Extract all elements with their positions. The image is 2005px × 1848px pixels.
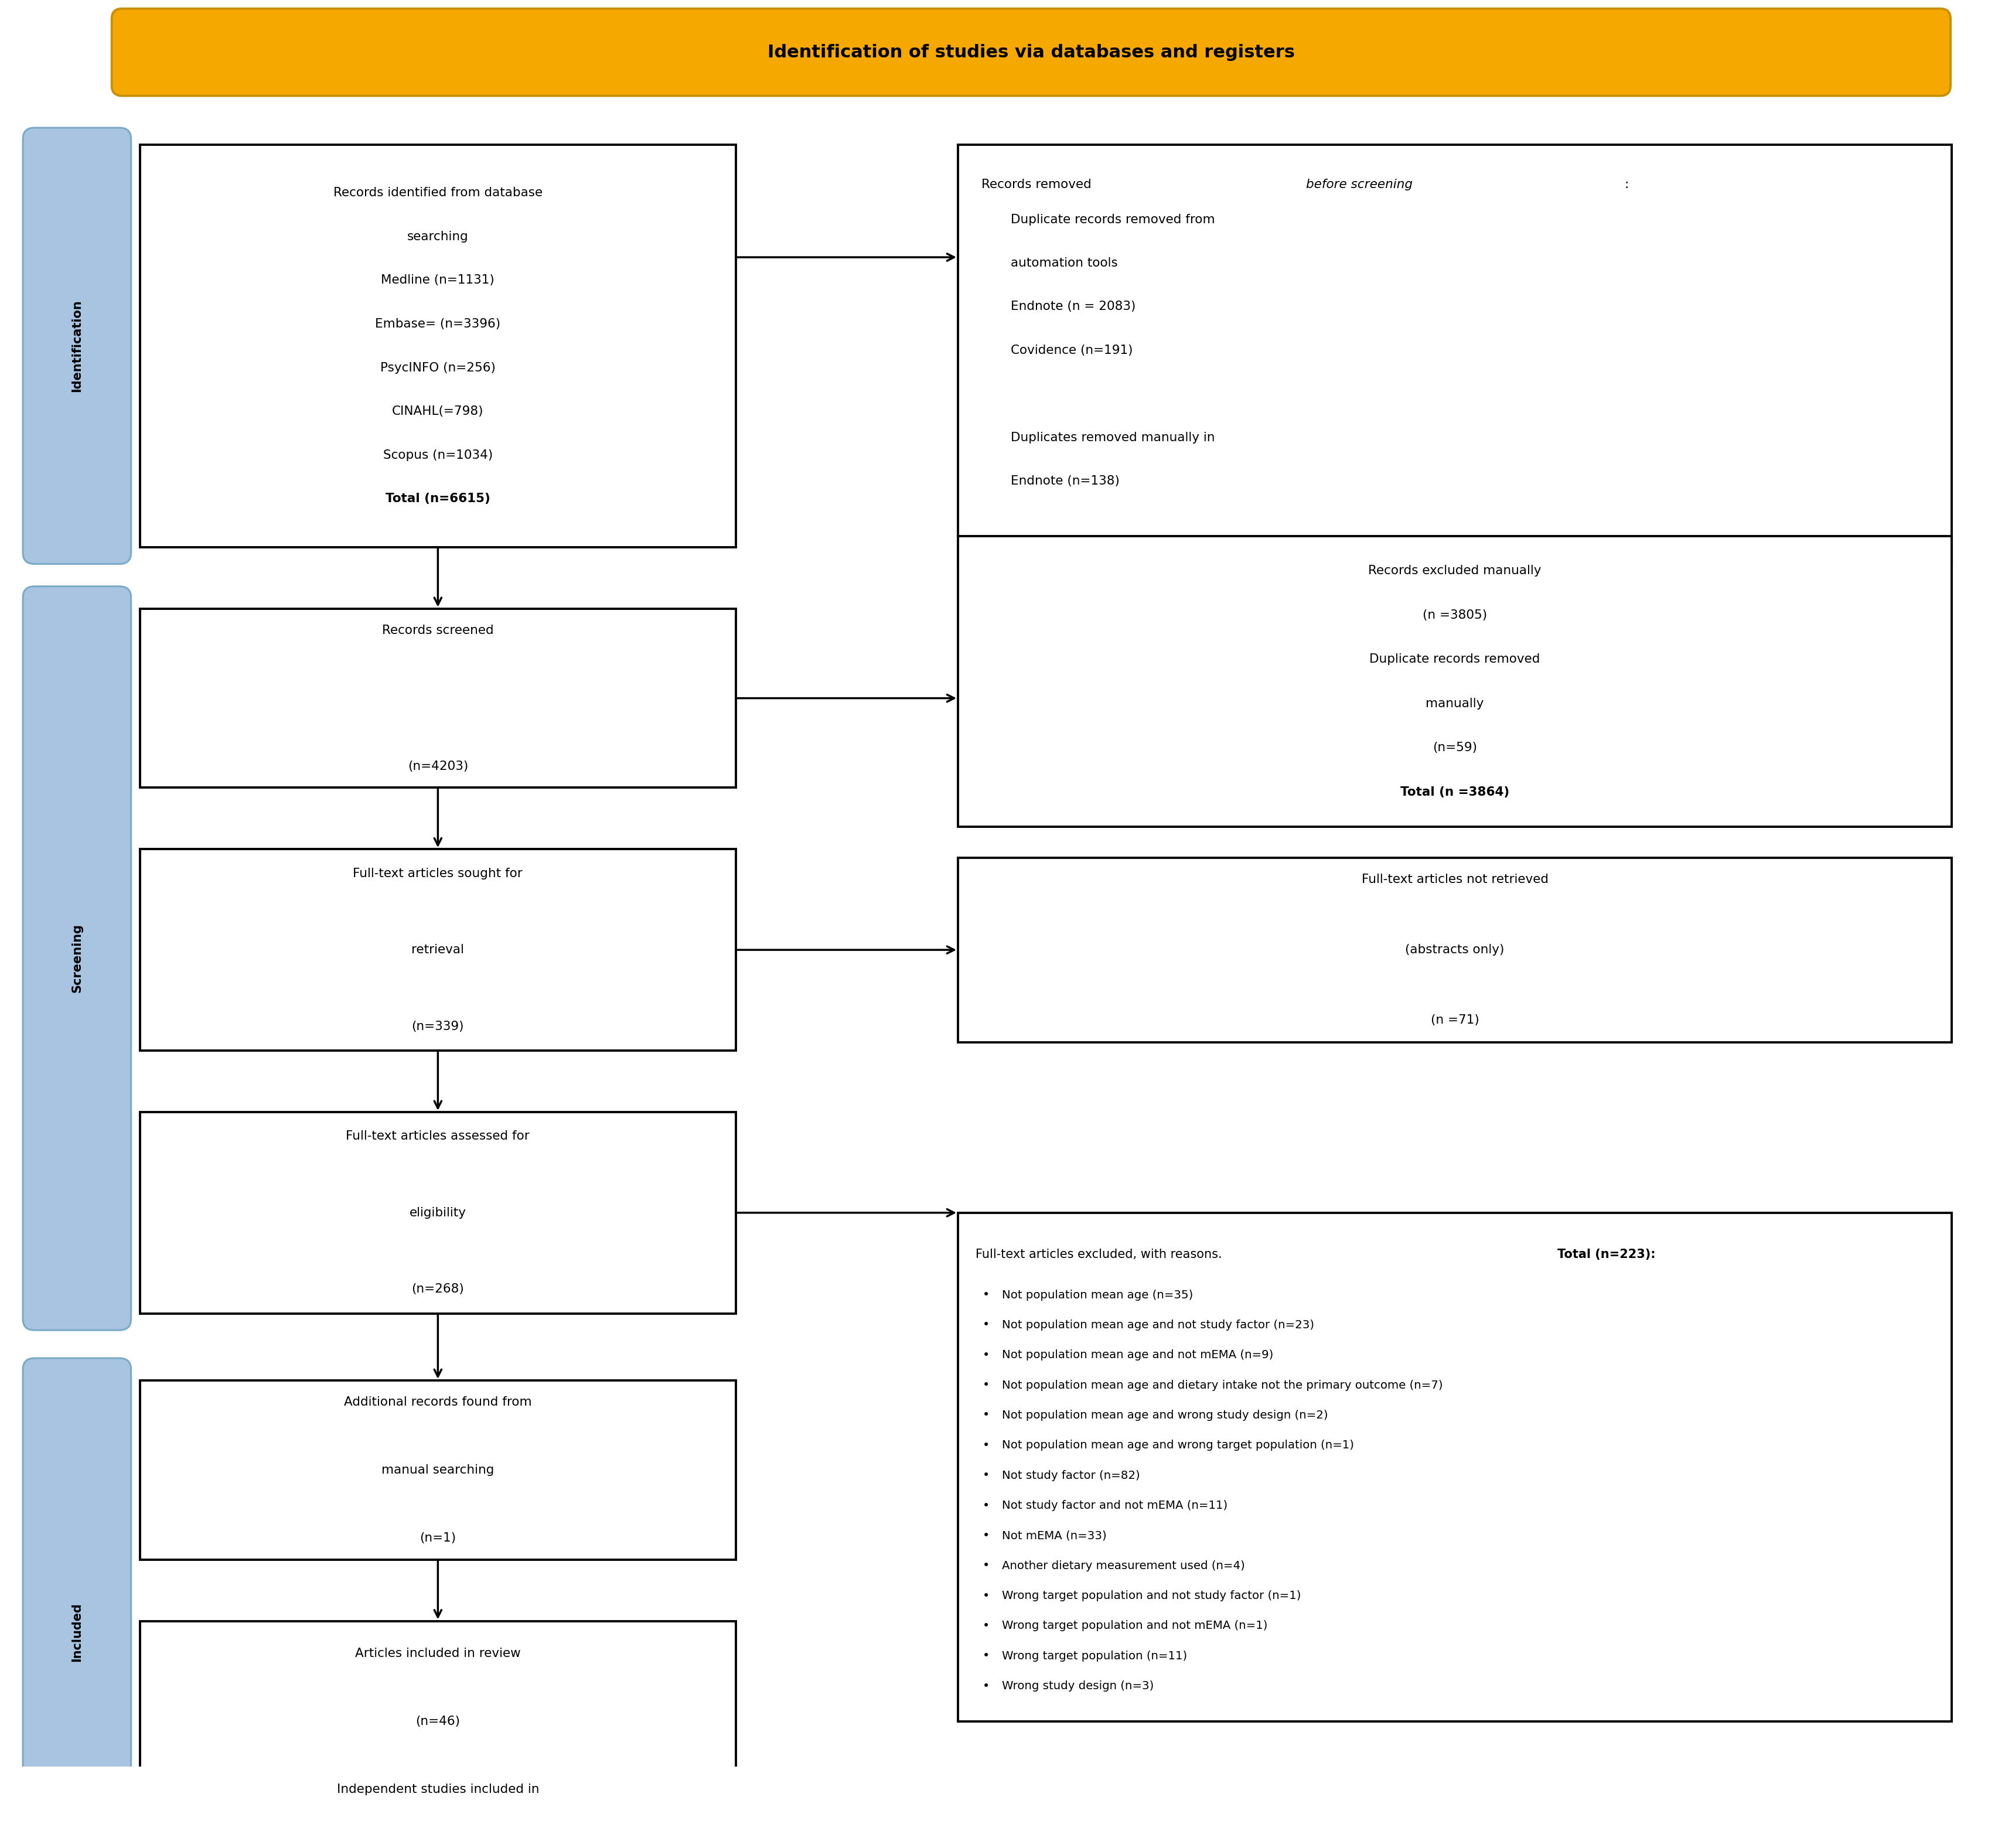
Text: •: •: [982, 1379, 990, 1392]
Text: Total (n=6615): Total (n=6615): [385, 493, 491, 505]
FancyBboxPatch shape: [112, 9, 1951, 96]
Text: Embase= (n=3396): Embase= (n=3396): [375, 318, 501, 329]
FancyBboxPatch shape: [22, 128, 130, 564]
Text: :: :: [1624, 179, 1628, 190]
FancyBboxPatch shape: [958, 144, 1951, 564]
Text: Full-text articles excluded, with reasons.: Full-text articles excluded, with reason…: [976, 1249, 1225, 1260]
Text: Endnote (n = 2083): Endnote (n = 2083): [1011, 301, 1135, 312]
Text: Included: Included: [70, 1602, 82, 1661]
Text: Identification of studies via databases and registers: Identification of studies via databases …: [768, 44, 1295, 61]
Text: (n=1): (n=1): [419, 1532, 455, 1543]
Text: •: •: [982, 1440, 990, 1451]
FancyBboxPatch shape: [140, 608, 736, 787]
Text: Not population mean age and not mEMA (n=9): Not population mean age and not mEMA (n=…: [1002, 1349, 1273, 1360]
Text: (n=4203): (n=4203): [407, 760, 467, 772]
Text: Duplicate records removed: Duplicate records removed: [1369, 654, 1540, 665]
FancyBboxPatch shape: [22, 586, 130, 1331]
Text: Scopus (n=1034): Scopus (n=1034): [383, 449, 493, 460]
Text: •: •: [982, 1650, 990, 1661]
Text: (abstracts only): (abstracts only): [1406, 944, 1504, 955]
Text: Not population mean age (n=35): Not population mean age (n=35): [1002, 1290, 1193, 1301]
Text: Not mEMA (n=33): Not mEMA (n=33): [1002, 1530, 1107, 1541]
Text: Not population mean age and wrong study design (n=2): Not population mean age and wrong study …: [1002, 1410, 1327, 1421]
Text: automation tools: automation tools: [1011, 257, 1117, 270]
FancyBboxPatch shape: [140, 1621, 736, 1848]
Text: Covidence (n=191): Covidence (n=191): [1011, 344, 1133, 357]
FancyBboxPatch shape: [140, 1380, 736, 1560]
Text: before screening: before screening: [1305, 179, 1412, 190]
Text: searching: searching: [407, 231, 469, 242]
Text: Full-text articles not retrieved: Full-text articles not retrieved: [1361, 874, 1548, 885]
Text: Total (n=223):: Total (n=223):: [1558, 1249, 1656, 1260]
Text: retrieval: retrieval: [411, 944, 465, 955]
Text: •: •: [982, 1410, 990, 1421]
FancyBboxPatch shape: [958, 536, 1951, 826]
Text: Wrong target population and not mEMA (n=1): Wrong target population and not mEMA (n=…: [1002, 1621, 1267, 1632]
FancyBboxPatch shape: [140, 1112, 736, 1314]
FancyBboxPatch shape: [140, 850, 736, 1050]
Text: Independent studies included in: Independent studies included in: [337, 1783, 539, 1794]
Text: manual searching: manual searching: [381, 1464, 495, 1477]
Text: Medline (n=1131): Medline (n=1131): [381, 274, 495, 286]
Text: •: •: [982, 1680, 990, 1693]
Text: Duplicates removed manually in: Duplicates removed manually in: [1011, 432, 1215, 444]
Text: Endnote (n=138): Endnote (n=138): [1011, 475, 1119, 488]
Text: Not study factor (n=82): Not study factor (n=82): [1002, 1469, 1141, 1480]
Text: CINAHL(=798): CINAHL(=798): [393, 405, 483, 418]
Text: (n =3805): (n =3805): [1424, 610, 1488, 621]
Text: Wrong study design (n=3): Wrong study design (n=3): [1002, 1680, 1155, 1691]
Text: •: •: [982, 1560, 990, 1571]
Text: (n =71): (n =71): [1432, 1015, 1480, 1026]
Text: PsycINFO (n=256): PsycINFO (n=256): [381, 362, 495, 373]
Text: Full-text articles assessed for: Full-text articles assessed for: [347, 1131, 529, 1142]
Text: •: •: [982, 1530, 990, 1541]
Text: •: •: [982, 1501, 990, 1512]
Text: Total (n =3864): Total (n =3864): [1399, 785, 1510, 798]
Text: Additional records found from: Additional records found from: [345, 1395, 531, 1408]
Text: eligibility: eligibility: [409, 1207, 467, 1218]
Text: Full-text articles sought for: Full-text articles sought for: [353, 867, 523, 880]
FancyBboxPatch shape: [958, 1212, 1951, 1722]
FancyBboxPatch shape: [140, 144, 736, 547]
Text: (n=46): (n=46): [415, 1715, 461, 1728]
Text: Records excluded manually: Records excluded manually: [1367, 565, 1542, 577]
Text: •: •: [982, 1290, 990, 1301]
Text: Records screened: Records screened: [383, 625, 493, 636]
Text: Not population mean age and wrong target population (n=1): Not population mean age and wrong target…: [1002, 1440, 1353, 1451]
Text: •: •: [982, 1621, 990, 1632]
Text: Screening: Screening: [70, 924, 82, 992]
FancyBboxPatch shape: [958, 857, 1951, 1042]
Text: manually: manually: [1426, 699, 1484, 710]
Text: (n=59): (n=59): [1434, 741, 1478, 754]
Text: Not study factor and not mEMA (n=11): Not study factor and not mEMA (n=11): [1002, 1501, 1227, 1512]
Text: •: •: [982, 1589, 990, 1602]
Text: •: •: [982, 1349, 990, 1360]
Text: Articles included in review: Articles included in review: [355, 1647, 521, 1660]
Text: Another dietary measurement used (n=4): Another dietary measurement used (n=4): [1002, 1560, 1245, 1571]
Text: Wrong target population and not study factor (n=1): Wrong target population and not study fa…: [1002, 1591, 1301, 1602]
FancyBboxPatch shape: [22, 1358, 130, 1848]
Text: •: •: [982, 1469, 990, 1482]
Text: Records identified from database: Records identified from database: [333, 187, 543, 200]
Text: Records removed: Records removed: [982, 179, 1095, 190]
Text: (n=339): (n=339): [411, 1020, 463, 1033]
Text: •: •: [982, 1319, 990, 1331]
Text: Wrong target population (n=11): Wrong target population (n=11): [1002, 1650, 1187, 1661]
Text: Not population mean age and dietary intake not the primary outcome (n=7): Not population mean age and dietary inta…: [1002, 1380, 1444, 1392]
Text: Duplicate records removed from: Duplicate records removed from: [1011, 214, 1215, 225]
Text: Not population mean age and not study factor (n=23): Not population mean age and not study fa…: [1002, 1319, 1315, 1331]
Text: Identification: Identification: [70, 299, 82, 392]
Text: (n=268): (n=268): [411, 1283, 465, 1295]
